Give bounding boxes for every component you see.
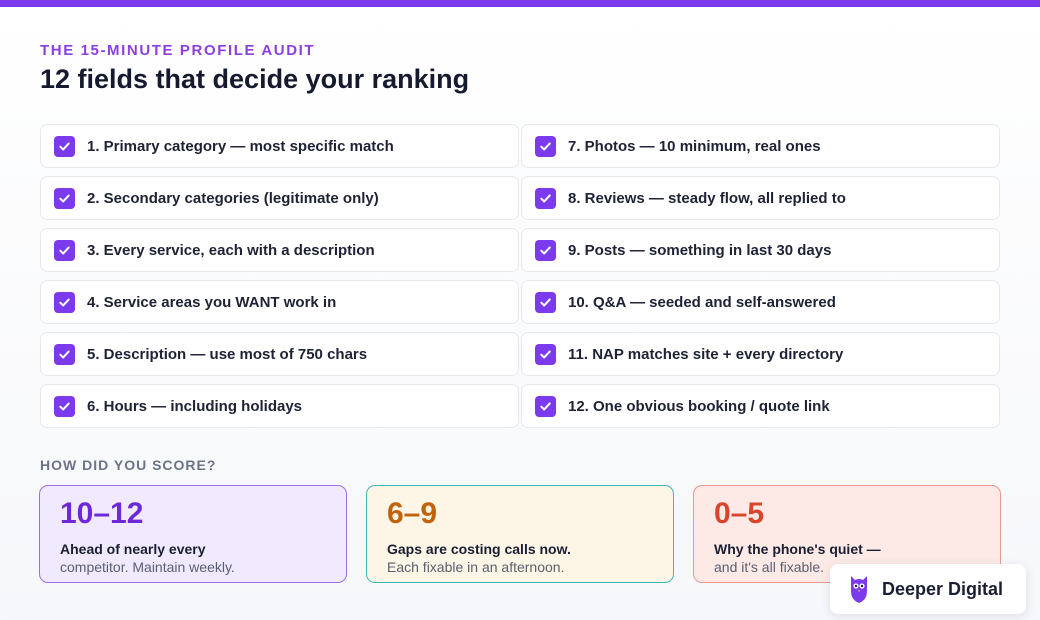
checkbox-checked-icon[interactable] <box>54 395 75 417</box>
checklist-item[interactable]: 3. Every service, each with a descriptio… <box>40 228 519 272</box>
checklist-item-label: 7. Photos — 10 minimum, real ones <box>568 137 821 155</box>
checklist-item-label: 1. Primary category — most specific matc… <box>87 137 394 155</box>
eyebrow-label: THE 15-MINUTE PROFILE AUDIT <box>40 42 316 59</box>
checkbox-checked-icon[interactable] <box>535 395 556 417</box>
brand-name: Deeper Digital <box>882 578 1004 599</box>
checkbox-checked-icon[interactable] <box>535 135 556 157</box>
checkbox-checked-icon[interactable] <box>54 135 75 157</box>
score-card-mid: 6–9 Gaps are costing calls now. Each fix… <box>366 485 674 583</box>
checklist-item[interactable]: 12. One obvious booking / quote link <box>521 384 1000 428</box>
score-range: 10–12 <box>60 497 144 530</box>
checklist-item[interactable]: 11. NAP matches site + every directory <box>521 332 1000 376</box>
score-detail: Each fixable in an afternoon. <box>387 559 565 575</box>
score-heading: HOW DID YOU SCORE? <box>40 457 217 473</box>
score-card-high: 10–12 Ahead of nearly every competitor. … <box>39 485 347 583</box>
checkbox-checked-icon[interactable] <box>54 291 75 313</box>
page-title: 12 fields that decide your ranking <box>40 64 470 94</box>
score-range: 6–9 <box>387 497 438 530</box>
checklist-item-label: 8. Reviews — steady flow, all replied to <box>568 189 846 207</box>
checklist-item[interactable]: 6. Hours — including holidays <box>40 384 519 428</box>
checkbox-checked-icon[interactable] <box>535 343 556 365</box>
checklist-item[interactable]: 1. Primary category — most specific matc… <box>40 124 519 168</box>
checkbox-checked-icon[interactable] <box>535 291 556 313</box>
checklist-item-label: 11. NAP matches site + every directory <box>568 345 844 363</box>
checkbox-checked-icon[interactable] <box>54 187 75 209</box>
checkbox-checked-icon[interactable] <box>54 343 75 365</box>
checklist-item-label: 3. Every service, each with a descriptio… <box>87 241 375 259</box>
checklist-item-label: 10. Q&A — seeded and self-answered <box>568 293 836 311</box>
brand-badge: Deeper Digital <box>830 564 1026 614</box>
checkbox-checked-icon[interactable] <box>535 187 556 209</box>
owl-logo-icon <box>851 576 867 603</box>
checklist-grid: 1. Primary category — most specific matc… <box>40 124 1001 428</box>
checklist-item-label: 4. Service areas you WANT work in <box>87 293 337 311</box>
checklist-item[interactable]: 5. Description — use most of 750 chars <box>40 332 519 376</box>
score-detail: competitor. Maintain weekly. <box>60 559 235 575</box>
checklist-item[interactable]: 9. Posts — something in last 30 days <box>521 228 1000 272</box>
accent-top-bar <box>0 0 1040 7</box>
checklist-item-label: 2. Secondary categories (legitimate only… <box>87 189 379 207</box>
score-headline: Gaps are costing calls now. <box>387 541 571 557</box>
checklist-item[interactable]: 8. Reviews — steady flow, all replied to <box>521 176 1000 220</box>
checklist-item-label: 9. Posts — something in last 30 days <box>568 241 832 259</box>
score-headline: Why the phone's quiet — <box>714 541 881 557</box>
score-range: 0–5 <box>714 497 765 530</box>
checkbox-checked-icon[interactable] <box>54 239 75 261</box>
checklist-item[interactable]: 2. Secondary categories (legitimate only… <box>40 176 519 220</box>
checklist-item-label: 12. One obvious booking / quote link <box>568 397 830 415</box>
checklist-item[interactable]: 4. Service areas you WANT work in <box>40 280 519 324</box>
checklist-item[interactable]: 10. Q&A — seeded and self-answered <box>521 280 1000 324</box>
checkbox-checked-icon[interactable] <box>535 239 556 261</box>
checklist-item[interactable]: 7. Photos — 10 minimum, real ones <box>521 124 1000 168</box>
checklist-item-label: 6. Hours — including holidays <box>87 397 303 415</box>
score-headline: Ahead of nearly every <box>60 541 206 557</box>
checklist-item-label: 5. Description — use most of 750 chars <box>87 345 368 363</box>
score-detail: and it's all fixable. <box>714 559 825 575</box>
